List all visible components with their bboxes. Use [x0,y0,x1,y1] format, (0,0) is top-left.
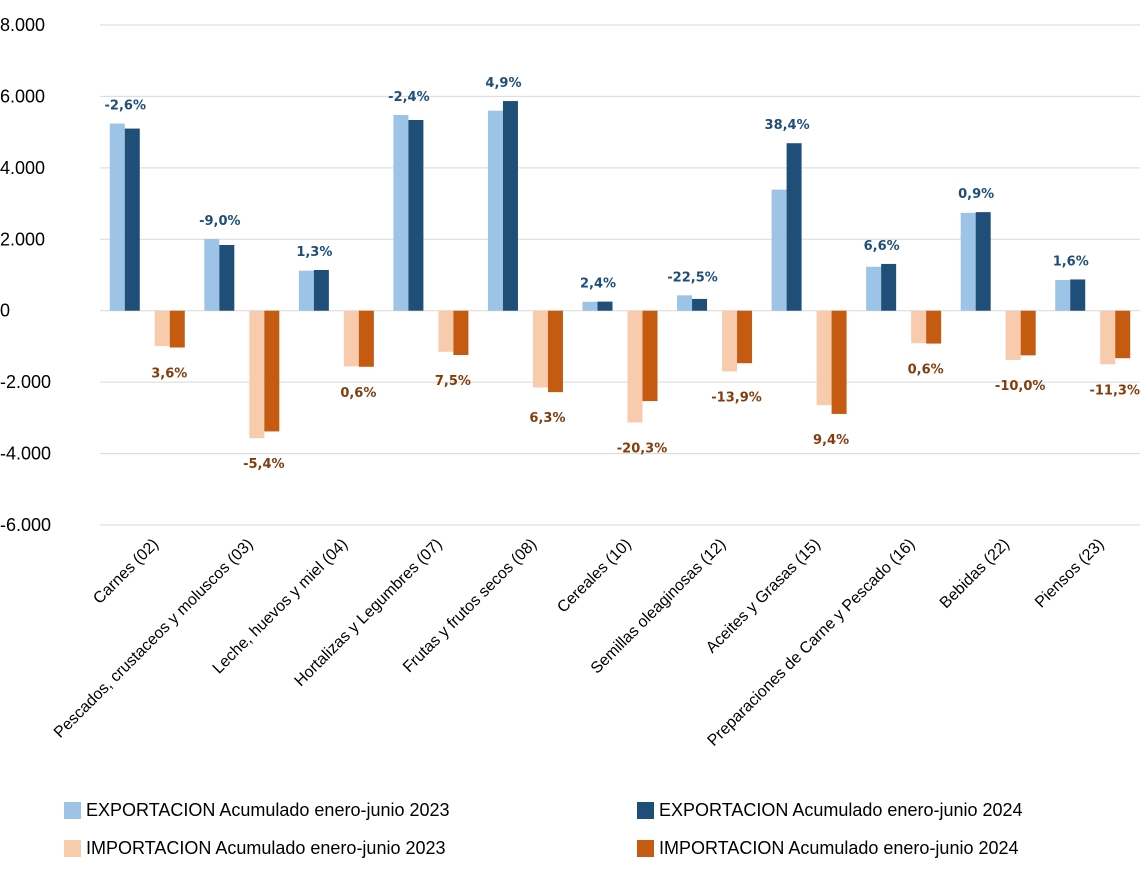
bar [204,238,220,311]
export-change-label: 2,4% [580,277,616,292]
legend-label: IMPORTACION Acumulado enero-junio 2024 [659,838,1019,858]
legend-swatch [637,840,654,857]
bar [1070,279,1086,311]
bar [249,310,265,439]
x-tick-label: Bebidas (22) [937,536,1013,612]
bar [677,295,693,311]
y-tick-label: 6.000 [0,86,45,106]
bar [1005,310,1021,360]
y-tick-label: -4.000 [0,444,51,464]
bar [627,310,643,423]
y-tick-label: -2.000 [0,372,51,392]
bar [169,310,185,348]
import-change-label: -10,0% [995,379,1046,394]
legend-item-import-2024: IMPORTACION Acumulado enero-junio 2024 [637,838,1019,859]
import-change-label: 7,5% [435,374,471,389]
y-axis: -6.000 -4.000 -2.000 0 2.000 4.000 6.000 8.000 [0,15,51,535]
bar [582,301,598,311]
bar [124,128,140,311]
legend-swatch [64,840,81,857]
bar [771,189,787,311]
bar [597,301,613,311]
bar [1100,310,1116,365]
x-tick-label: Cereales (10) [554,536,635,617]
legend-swatch [637,802,654,819]
bar [831,310,847,414]
bar [393,115,409,311]
export-change-label: -9,0% [199,214,240,229]
bar [1055,280,1071,311]
legend-label: EXPORTACION Acumulado enero-junio 2024 [659,800,1023,820]
bar [109,123,125,311]
import-change-label: 9,4% [813,433,849,448]
bar [313,270,329,311]
export-change-label: -2,6% [105,99,146,114]
bar [881,263,897,311]
y-tick-label: 8.000 [0,15,45,35]
import-change-label: 0,6% [908,363,944,378]
x-tick-label: Piensos (23) [1032,536,1108,612]
bars [109,101,1131,439]
bar [487,110,503,311]
bar [154,310,170,347]
import-change-label: -13,9% [711,390,762,405]
bar-chart: -6.000-4.000-2.00002.0004.0006.0008.000 … [0,15,1140,750]
legend-label: IMPORTACION Acumulado enero-junio 2023 [86,838,446,858]
legend-item-export-2023: EXPORTACION Acumulado enero-junio 2023 [64,800,450,821]
export-change-label: -22,5% [667,270,718,285]
bar [911,310,927,344]
bar [1020,310,1036,356]
import-change-label: 6,3% [529,411,565,426]
x-tick-label: Carnes (02) [90,536,162,608]
bar [737,310,753,364]
export-change-label: 1,3% [296,245,332,260]
bar [642,310,658,402]
y-tick-label: -6.000 [0,515,51,535]
export-change-label: 1,6% [1053,254,1089,269]
import-change-label: 0,6% [340,386,376,401]
legend-item-export-2024: EXPORTACION Acumulado enero-junio 2024 [637,800,1023,821]
legend-item-import-2023: IMPORTACION Acumulado enero-junio 2023 [64,838,446,859]
bar [926,310,942,344]
bar [816,310,832,405]
bar [408,120,424,311]
bar [722,310,738,372]
export-change-label: 6,6% [864,239,900,254]
legend-label: EXPORTACION Acumulado enero-junio 2023 [86,800,450,820]
x-tick-label: Pescados, crustaceos y moluscos (03) [51,536,257,742]
bar [453,310,469,355]
export-change-label: 4,9% [485,76,521,91]
export-change-label: -2,4% [388,90,429,105]
bar [358,310,374,367]
bar [1115,310,1131,359]
import-change-label: 3,6% [151,367,187,382]
data-labels: -2,6% 3,6% -9,0% -5,4% 1,3% 0,6% -2,4% 7,5% 4,9%… [105,76,1140,472]
y-tick-label: 4.000 [0,158,45,178]
legend-swatch [64,802,81,819]
y-tick-label: 2.000 [0,229,45,249]
bar [547,310,563,393]
bar [786,143,802,311]
bar [975,212,991,311]
bar [866,266,882,311]
bar [692,298,708,311]
bar [502,101,518,311]
export-change-label: 0,9% [958,187,994,202]
legend: EXPORTACION Acumulado enero-junio 2023 E… [0,798,1148,869]
bar [532,310,548,388]
bar [343,310,359,367]
import-change-label: -20,3% [617,442,668,457]
bar [264,310,280,432]
x-tick-label: Preparaciones de Carne y Pescado (16) [705,536,919,750]
import-change-label: -5,4% [243,457,284,472]
bar [298,270,314,311]
bar [219,245,235,311]
import-change-label: -11,3% [1089,383,1140,398]
export-change-label: 38,4% [765,118,810,133]
bar [960,212,976,311]
y-tick-label: 0 [0,301,10,321]
bar [438,310,454,352]
x-axis: Carnes (02)Pescados, crustaceos y molusc… [51,536,1108,750]
